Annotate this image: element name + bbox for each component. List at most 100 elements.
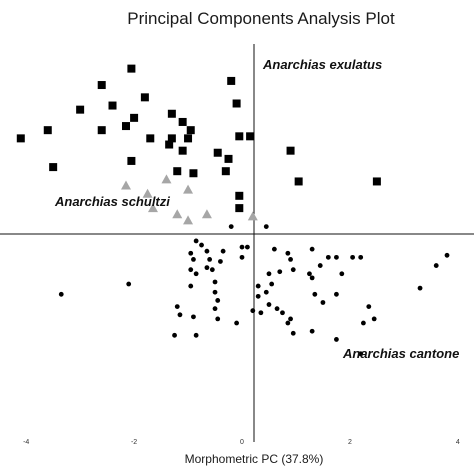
schultzi-points — [121, 174, 258, 225]
schultzi-point — [121, 180, 131, 190]
exulatus-point — [178, 146, 187, 155]
cantonensis-point — [269, 281, 275, 287]
cantonensis-point — [360, 320, 366, 326]
cantonensis-point — [191, 314, 196, 320]
cantonensis-point — [290, 267, 296, 273]
cantonensis-point — [207, 257, 213, 262]
cantonensis-point — [263, 224, 269, 229]
cantonensis-point — [215, 316, 221, 322]
cantonensis-point — [334, 254, 339, 260]
cantonensis-point — [126, 281, 132, 287]
exulatus-point — [213, 148, 222, 157]
exulatus-point — [189, 169, 198, 178]
cantonensis-point — [191, 257, 196, 262]
cantonensis-point — [212, 279, 218, 285]
exulatus-point — [232, 99, 241, 108]
schultzi-point — [201, 209, 212, 219]
chart-title: Principal Components Analysis Plot — [127, 9, 395, 28]
cantonensis-point — [228, 224, 234, 229]
x-tick-label: 4 — [456, 439, 460, 446]
cantonensis-point — [255, 283, 261, 289]
exulatus-point — [235, 204, 244, 213]
cantonensis-point — [285, 250, 291, 256]
cantonensis-point — [312, 291, 318, 297]
cantonensis-point — [234, 320, 240, 326]
cantonensis-point — [307, 271, 312, 277]
exulatus-point — [286, 146, 295, 155]
cantonensis-point — [325, 254, 331, 260]
exulatus-point — [127, 156, 136, 165]
exulatus-point — [246, 132, 255, 141]
cantonensis-point — [263, 289, 269, 295]
exulatus-point — [294, 177, 303, 186]
cantonensis-point — [277, 269, 283, 275]
schultzi-point — [161, 174, 172, 184]
cantonensis-point — [218, 259, 223, 264]
cantonensis-point — [271, 246, 277, 252]
cantonensis-point — [266, 302, 272, 307]
schultzi-point — [183, 215, 194, 225]
exulatus-point — [186, 126, 195, 135]
exulatus-point — [97, 126, 106, 135]
cantonensis-point — [244, 244, 250, 250]
exulatus-point — [122, 122, 130, 131]
cantonensis-point — [366, 304, 372, 309]
exulatus-point — [43, 126, 52, 135]
exulatus-point — [97, 81, 106, 90]
cantonensis-point — [239, 244, 245, 250]
x-axis-label: Morphometric PC (37.8%) — [185, 452, 324, 466]
cantonensis-point — [193, 271, 199, 277]
cantonensis-point — [288, 257, 293, 262]
cantonensis-point — [280, 310, 285, 316]
cantonensis-point — [358, 254, 364, 260]
exulatus-point — [235, 191, 244, 200]
cantonensis-point — [174, 304, 180, 309]
exulatus-point — [127, 64, 136, 73]
cantonensis-point — [288, 316, 293, 322]
cantonensis-point — [258, 310, 264, 316]
cantonensis-point — [193, 238, 199, 244]
cantonensis-point — [199, 242, 204, 248]
label-anarchias-cantone: Anarchias cantone — [342, 346, 459, 361]
cantonensis-point — [215, 298, 221, 303]
cantonensis-point — [417, 285, 423, 291]
cantonensis-point — [274, 306, 280, 312]
x-tick-label: 0 — [240, 439, 244, 446]
cantonensis-point — [339, 271, 345, 277]
cantonensis-point — [358, 351, 364, 357]
exulatus-point — [108, 101, 117, 110]
exulatus-point — [76, 105, 85, 114]
cantonensis-point — [334, 337, 339, 342]
cantonensis-point — [309, 275, 315, 281]
exulatus-points — [16, 64, 381, 213]
cantonensis-point — [317, 263, 323, 268]
cantonensis-point — [172, 332, 177, 338]
exulatus-point — [16, 134, 25, 143]
x-tick-label: -2 — [131, 439, 137, 446]
cantonensis-point — [285, 320, 291, 326]
cantonensis-point — [239, 254, 245, 260]
schultzi-point — [247, 211, 258, 221]
cantonensis-point — [188, 267, 194, 273]
x-tick-label: 2 — [348, 439, 352, 446]
schultzi-point — [147, 203, 158, 213]
cantonensis-point — [250, 308, 256, 314]
label-anarchias-schultzi: Anarchias schultzi — [54, 194, 170, 209]
cantonensis-point — [433, 263, 439, 268]
cantonensis-point — [255, 293, 261, 299]
cantonensis-point — [290, 330, 296, 336]
cantonensis-point — [334, 291, 339, 297]
cantonensis-point — [371, 316, 377, 322]
exulatus-point — [146, 134, 155, 143]
cantonensis-point — [220, 248, 226, 254]
cantonensis-point — [188, 250, 194, 256]
cantonensis-point — [309, 246, 315, 252]
exulatus-point — [167, 134, 176, 143]
exulatus-point — [140, 93, 149, 102]
cantonensis-point — [266, 271, 272, 277]
exulatus-point — [372, 177, 381, 186]
exulatus-point — [184, 134, 193, 143]
cantonensis-point — [177, 312, 183, 318]
exulatus-point — [49, 163, 58, 172]
